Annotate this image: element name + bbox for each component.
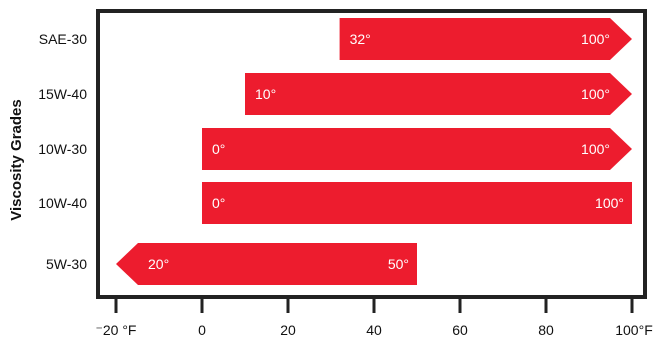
range-bar-15w-40	[245, 73, 632, 115]
range-end-label: 50°	[388, 256, 409, 272]
plot-frame	[96, 9, 647, 299]
y-axis-label: Viscosity Grades	[8, 99, 25, 220]
range-bar-10w-30	[202, 128, 632, 170]
range-start-label: 0°	[212, 195, 225, 211]
range-end-label: 100°	[581, 86, 610, 102]
x-axis-ticks: ⁻20 °F 0 20 40 60 80 100°F	[95, 299, 653, 338]
x-tick-label: 100°F	[615, 322, 653, 338]
x-tick-label: ⁻20 °F	[95, 322, 136, 338]
range-bar-sae-30	[339, 18, 632, 60]
range-end-label: 100°	[581, 31, 610, 47]
range-end-label: 100°	[581, 141, 610, 157]
x-tick-label: 80	[538, 322, 554, 338]
range-start-label: 20°	[148, 256, 169, 272]
range-start-label: 10°	[255, 86, 276, 102]
category-label-sae-30: SAE-30	[39, 31, 87, 47]
x-tick-label: 0	[198, 322, 206, 338]
category-label-15w-40: 15W-40	[38, 86, 87, 102]
category-label-5w-30: 5W-30	[46, 256, 87, 272]
range-end-label: 100°	[595, 195, 624, 211]
category-labels: SAE-30 15W-40 10W-30 10W-40 5W-30	[38, 31, 87, 272]
range-bar-5w-30	[116, 243, 417, 285]
range-start-label: 0°	[212, 141, 225, 157]
range-start-label: 32°	[350, 31, 371, 47]
bars-group: 32° 100° 10° 100° 0° 100° 0° 100° 20° 50°	[116, 18, 632, 285]
category-label-10w-30: 10W-30	[38, 141, 87, 157]
x-tick-label: 20	[280, 322, 296, 338]
category-label-10w-40: 10W-40	[38, 195, 87, 211]
x-tick-label: 60	[452, 322, 468, 338]
range-bar-10w-40	[202, 182, 632, 224]
x-tick-label: 40	[366, 322, 382, 338]
